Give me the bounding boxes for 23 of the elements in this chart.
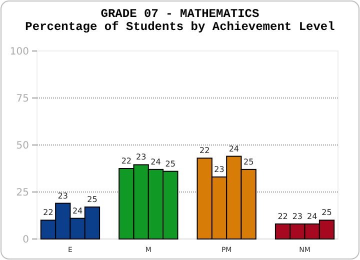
series-label: 23 — [58, 191, 68, 200]
series-label: 22 — [43, 208, 54, 218]
y-tick-label: 100 — [10, 46, 29, 58]
series-label: 25 — [87, 195, 98, 204]
text: 23 — [214, 164, 224, 174]
text: 24 — [228, 144, 240, 154]
chart-title: GRADE 07 - MATHEMATICS — [100, 7, 260, 21]
text: 22 — [121, 156, 132, 166]
text: 22 — [278, 212, 288, 221]
text: 23 — [292, 212, 303, 221]
y-tick-label: 50 — [16, 140, 29, 152]
series-label: 24 — [72, 206, 83, 216]
text: 24 — [150, 157, 161, 166]
chart-subtitle: Percentage of Students by Achievement Level — [25, 20, 335, 34]
text: 22 — [200, 146, 210, 156]
y-tick-label: 75 — [16, 94, 29, 104]
text: 25 — [322, 208, 332, 218]
text: 24 — [307, 212, 318, 221]
y-tick-label: 25 — [16, 188, 29, 198]
y-tick-label: 0 — [22, 234, 29, 246]
text: 23 — [136, 152, 146, 162]
text: 25 — [243, 157, 254, 166]
text: 25 — [165, 159, 176, 168]
